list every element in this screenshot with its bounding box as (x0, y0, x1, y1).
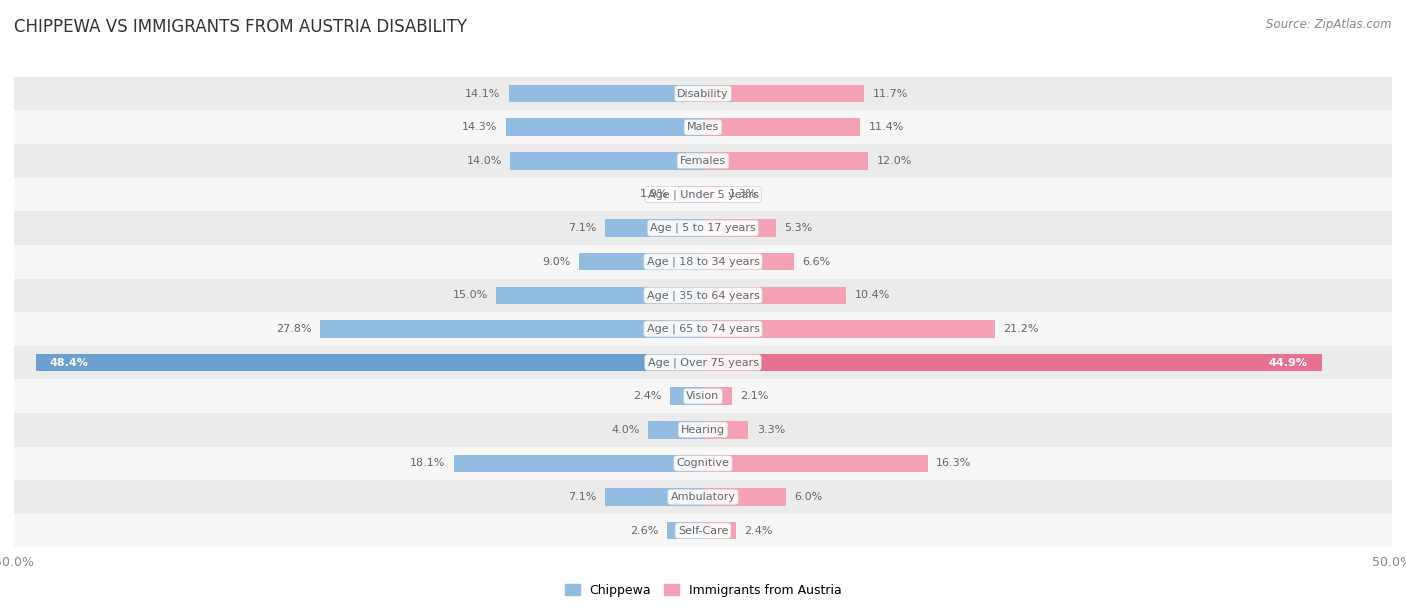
Text: 12.0%: 12.0% (876, 156, 912, 166)
Text: 16.3%: 16.3% (936, 458, 972, 468)
Bar (703, 286, 846, 304)
Bar (605, 219, 703, 237)
Text: 18.1%: 18.1% (411, 458, 446, 468)
Text: Males: Males (688, 122, 718, 132)
Bar (668, 522, 703, 539)
Bar (703, 320, 995, 338)
Text: Age | 35 to 64 years: Age | 35 to 64 years (647, 290, 759, 300)
Bar (703, 85, 865, 102)
Text: 14.1%: 14.1% (465, 89, 501, 99)
Bar (509, 85, 703, 102)
Bar (648, 421, 703, 439)
Text: Age | Over 75 years: Age | Over 75 years (648, 357, 758, 368)
Bar (703, 354, 1322, 371)
Bar (14, 211, 1392, 245)
Text: 44.9%: 44.9% (1268, 357, 1308, 368)
Text: 11.7%: 11.7% (873, 89, 908, 99)
Bar (14, 514, 1392, 548)
Text: 2.4%: 2.4% (744, 526, 773, 536)
Text: 11.4%: 11.4% (869, 122, 904, 132)
Bar (14, 413, 1392, 447)
Text: 2.1%: 2.1% (740, 391, 769, 401)
Text: 6.0%: 6.0% (794, 492, 823, 502)
Text: 4.0%: 4.0% (612, 425, 640, 435)
Text: 3.3%: 3.3% (756, 425, 785, 435)
Bar (703, 119, 860, 136)
Bar (14, 379, 1392, 413)
Bar (14, 447, 1392, 480)
Text: 2.4%: 2.4% (633, 391, 662, 401)
Legend: Chippewa, Immigrants from Austria: Chippewa, Immigrants from Austria (560, 579, 846, 602)
Text: 14.0%: 14.0% (467, 156, 502, 166)
Bar (496, 286, 703, 304)
Bar (703, 219, 776, 237)
Text: Age | 18 to 34 years: Age | 18 to 34 years (647, 256, 759, 267)
Text: Age | 65 to 74 years: Age | 65 to 74 years (647, 324, 759, 334)
Text: Age | Under 5 years: Age | Under 5 years (648, 189, 758, 200)
Bar (703, 522, 737, 539)
Bar (703, 455, 928, 472)
Text: 10.4%: 10.4% (855, 290, 890, 300)
Bar (605, 488, 703, 506)
Bar (579, 253, 703, 271)
Bar (14, 480, 1392, 514)
Bar (14, 245, 1392, 278)
Bar (703, 185, 721, 203)
Bar (703, 421, 748, 439)
Text: 27.8%: 27.8% (276, 324, 312, 334)
Bar (506, 119, 703, 136)
Bar (14, 110, 1392, 144)
Bar (703, 488, 786, 506)
Bar (676, 185, 703, 203)
Text: 9.0%: 9.0% (543, 256, 571, 267)
Text: 15.0%: 15.0% (453, 290, 488, 300)
Bar (37, 354, 703, 371)
Bar (321, 320, 703, 338)
Text: Hearing: Hearing (681, 425, 725, 435)
Text: Females: Females (681, 156, 725, 166)
Text: Self-Care: Self-Care (678, 526, 728, 536)
Text: 2.6%: 2.6% (630, 526, 659, 536)
Text: CHIPPEWA VS IMMIGRANTS FROM AUSTRIA DISABILITY: CHIPPEWA VS IMMIGRANTS FROM AUSTRIA DISA… (14, 18, 467, 36)
Bar (14, 76, 1392, 110)
Bar (14, 144, 1392, 177)
Bar (703, 387, 733, 405)
Bar (14, 177, 1392, 211)
Text: 14.3%: 14.3% (463, 122, 498, 132)
Text: Cognitive: Cognitive (676, 458, 730, 468)
Text: Ambulatory: Ambulatory (671, 492, 735, 502)
Text: 6.6%: 6.6% (803, 256, 831, 267)
Bar (454, 455, 703, 472)
Bar (669, 387, 703, 405)
Text: Source: ZipAtlas.com: Source: ZipAtlas.com (1267, 18, 1392, 31)
Bar (14, 278, 1392, 312)
Text: 5.3%: 5.3% (785, 223, 813, 233)
Bar (703, 253, 794, 271)
Bar (14, 312, 1392, 346)
Text: Vision: Vision (686, 391, 720, 401)
Text: 1.3%: 1.3% (730, 190, 758, 200)
Text: 21.2%: 21.2% (1004, 324, 1039, 334)
Bar (14, 346, 1392, 379)
Text: 1.9%: 1.9% (640, 190, 669, 200)
Bar (510, 152, 703, 170)
Text: 7.1%: 7.1% (568, 223, 598, 233)
Text: Disability: Disability (678, 89, 728, 99)
Text: 48.4%: 48.4% (49, 357, 89, 368)
Text: 7.1%: 7.1% (568, 492, 598, 502)
Bar (703, 152, 869, 170)
Text: Age | 5 to 17 years: Age | 5 to 17 years (650, 223, 756, 233)
